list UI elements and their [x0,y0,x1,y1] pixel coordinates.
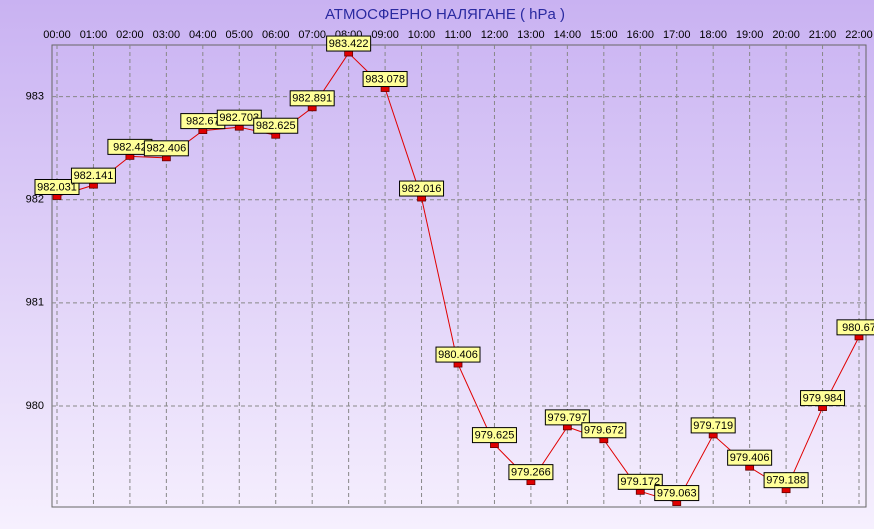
x-tick-label: 13:00 [517,29,545,41]
x-tick-label: 10:00 [408,29,436,41]
value-label: 979.672 [584,425,624,437]
x-tick-label: 17:00 [663,29,691,41]
value-label: 982.031 [37,181,77,193]
value-label-box [836,319,874,336]
value-label: 979.719 [693,420,733,432]
x-tick-label: 14:00 [554,29,582,41]
value-label: 982.42 [113,141,147,153]
value-label-box [399,180,445,197]
value-label-box [581,422,627,439]
value-label: 982.67 [186,116,220,128]
value-label: 979.797 [547,412,587,424]
y-tick-label: 980 [26,400,44,412]
value-label-box [362,71,408,88]
x-tick-label: 06:00 [262,29,290,41]
value-label: 982.016 [402,183,442,195]
x-tick-label: 12:00 [481,29,509,41]
x-tick-label: 01:00 [80,29,108,41]
value-label-box [471,427,517,444]
x-tick-label: 20:00 [772,29,800,41]
x-tick-label: 04:00 [189,29,217,41]
value-label-box [143,140,189,157]
x-tick-label: 22:00 [845,29,873,41]
y-tick-label: 983 [26,90,44,102]
value-label-box [216,109,262,126]
value-label-box [70,167,116,184]
x-tick-label: 11:00 [445,29,472,41]
value-label: 979.266 [511,467,551,479]
value-label-box [326,35,372,52]
value-label-box [690,417,736,434]
x-tick-label: 15:00 [590,29,618,41]
value-label-box [727,449,773,466]
value-label: 979.063 [657,487,697,499]
x-tick-label: 19:00 [736,29,764,41]
x-tick-label: 09:00 [371,29,399,41]
value-label: 982.625 [256,120,296,132]
value-label-box [34,178,80,195]
value-label: 980.67 [842,322,874,334]
value-label: 982.141 [74,170,114,182]
value-label-box [253,117,299,134]
plot-frame [51,44,867,508]
value-label: 983.078 [365,73,405,85]
value-label-box [544,409,590,426]
value-label: 983.422 [329,38,369,50]
x-tick-label: 03:00 [153,29,181,41]
value-label: 979.188 [766,475,806,487]
chart-title: АТМОСФЕРНО НАЛЯГАНЕ ( hPa ) [325,6,565,23]
value-label: 982.703 [219,112,259,124]
value-label-box [654,485,700,502]
value-label-box [763,472,809,489]
value-label: 980.406 [438,349,478,361]
x-tick-label: 05:00 [226,29,254,41]
value-label-box [435,346,481,363]
value-label-box [800,390,846,407]
value-label: 979.984 [803,392,843,404]
y-tick-label: 981 [26,297,44,309]
x-tick-label: 16:00 [627,29,655,41]
value-label: 979.172 [620,476,660,488]
x-tick-label: 18:00 [699,29,727,41]
x-tick-label: 21:00 [809,29,837,41]
x-tick-label: 07:00 [298,29,326,41]
value-label: 982.891 [292,93,332,105]
value-label-box [617,473,663,490]
x-tick-label: 02:00 [116,29,144,41]
value-label: 979.625 [475,430,515,442]
value-label-box [508,464,554,481]
x-tick-label: 00:00 [43,29,71,41]
value-label: 979.406 [730,452,770,464]
value-label: 982.406 [146,143,186,155]
y-tick-label: 982 [26,194,44,206]
value-label-box [289,90,335,107]
